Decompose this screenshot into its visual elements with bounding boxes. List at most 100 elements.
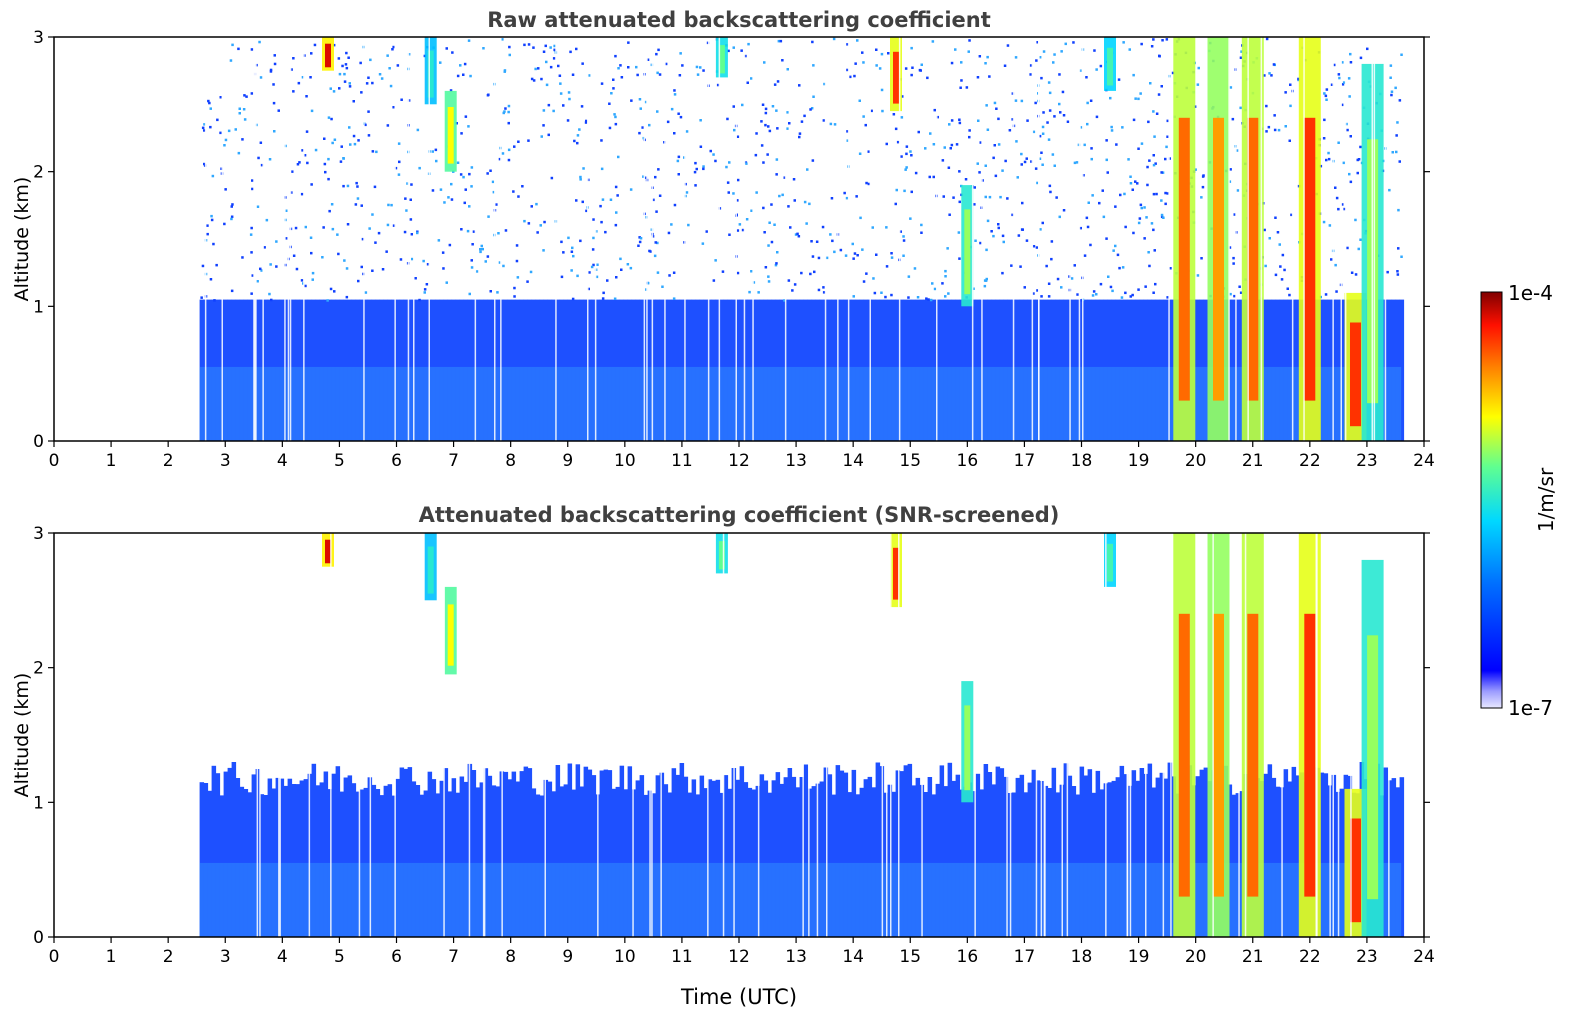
noise-speckle <box>1231 117 1235 121</box>
noise-speckle <box>1143 206 1146 209</box>
data-gap <box>646 37 648 441</box>
x-tick-label: 10 <box>614 451 636 471</box>
noise-speckle <box>716 83 720 87</box>
noise-speckle <box>455 122 458 125</box>
noise-speckle <box>203 129 206 132</box>
noise-speckle <box>1129 175 1132 178</box>
noise-speckle <box>1053 115 1056 118</box>
noise-speckle <box>822 119 826 122</box>
noise-speckle <box>258 40 261 44</box>
noise-speckle <box>932 143 936 146</box>
noise-speckle <box>394 166 398 170</box>
noise-speckle <box>576 274 579 278</box>
noise-speckle <box>986 219 990 223</box>
data-gap <box>308 533 311 937</box>
noise-speckle <box>507 148 511 152</box>
noise-speckle <box>829 233 832 236</box>
noise-speckle <box>685 191 689 194</box>
noise-speckle <box>852 295 855 298</box>
noise-speckle <box>803 114 806 118</box>
noise-speckle <box>441 251 445 254</box>
noise-speckle <box>905 145 909 148</box>
boundary-layer-cell <box>1015 777 1021 937</box>
noise-speckle <box>918 68 922 72</box>
data-gap <box>1129 533 1132 937</box>
noise-speckle <box>738 223 742 226</box>
noise-speckle <box>581 62 584 65</box>
noise-speckle <box>775 158 779 161</box>
boundary-layer-cell <box>311 763 317 937</box>
x-tick-label: 7 <box>448 451 459 471</box>
x-tick-label: 3 <box>220 451 231 471</box>
noise-speckle <box>435 159 438 163</box>
noise-speckle <box>1349 180 1353 184</box>
noise-speckle <box>570 250 574 253</box>
noise-speckle <box>648 249 651 253</box>
noise-speckle <box>620 268 623 271</box>
noise-speckle <box>929 298 933 302</box>
noise-speckle <box>638 240 642 244</box>
noise-speckle <box>606 279 609 282</box>
boundary-layer-cell <box>723 775 729 937</box>
noise-speckle <box>721 270 725 273</box>
noise-speckle <box>250 251 253 254</box>
data-gap <box>816 533 819 937</box>
noise-speckle <box>1395 134 1398 137</box>
noise-speckle <box>1114 205 1117 208</box>
noise-speckle <box>979 141 982 144</box>
noise-speckle <box>978 171 981 174</box>
data-gap <box>707 37 710 441</box>
noise-speckle <box>371 81 374 85</box>
noise-speckle <box>1090 157 1093 161</box>
noise-speckle <box>250 292 253 295</box>
noise-speckle <box>600 167 604 171</box>
noise-speckle <box>1334 186 1337 189</box>
noise-speckle <box>273 130 276 133</box>
noise-speckle <box>853 74 856 78</box>
noise-speckle <box>773 83 777 86</box>
noise-speckle <box>311 278 314 281</box>
noise-speckle <box>1095 115 1099 119</box>
noise-speckle <box>794 233 798 236</box>
x-tick-label: 13 <box>785 947 807 967</box>
noise-speckle <box>313 43 317 47</box>
noise-speckle <box>305 130 309 133</box>
noise-speckle <box>642 175 645 178</box>
noise-speckle <box>681 64 684 67</box>
noise-speckle <box>259 267 262 271</box>
boundary-layer-cell <box>939 765 945 937</box>
noise-speckle <box>1348 95 1351 98</box>
cloud-feature-core <box>964 209 971 295</box>
noise-speckle <box>272 83 275 86</box>
noise-speckle <box>479 248 482 251</box>
noise-speckle <box>610 92 613 95</box>
noise-speckle <box>1265 130 1268 133</box>
boundary-layer-cell <box>975 773 981 937</box>
noise-speckle <box>535 202 538 206</box>
noise-speckle <box>1327 157 1331 161</box>
noise-speckle <box>416 231 419 235</box>
boundary-layer-cell <box>1139 768 1145 937</box>
noise-speckle <box>203 162 206 166</box>
noise-speckle <box>1265 104 1268 108</box>
data-gap <box>1235 37 1237 441</box>
noise-speckle <box>629 188 633 191</box>
boundary-layer-cell <box>479 782 485 937</box>
boundary-layer-cell <box>287 778 293 937</box>
data-gap <box>1069 37 1071 441</box>
noise-speckle <box>241 138 244 141</box>
noise-speckle <box>1239 56 1243 59</box>
noise-speckle <box>542 109 546 112</box>
noise-speckle <box>1280 278 1284 281</box>
data-gap <box>1126 533 1128 937</box>
noise-speckle <box>596 263 599 266</box>
data-gap <box>921 533 923 937</box>
noise-speckle <box>1076 293 1079 296</box>
noise-speckle <box>1270 74 1273 77</box>
noise-speckle <box>910 46 913 50</box>
noise-speckle <box>1394 86 1397 90</box>
noise-speckle <box>913 267 917 270</box>
noise-speckle <box>1334 263 1337 267</box>
noise-speckle <box>811 255 815 258</box>
noise-speckle <box>1020 152 1023 156</box>
